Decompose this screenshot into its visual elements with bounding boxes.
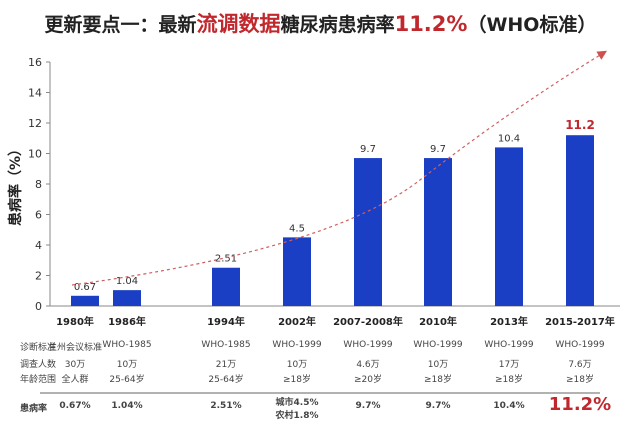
table-cell: 兰州会议标准 xyxy=(47,343,102,353)
table-cell: WHO-1999 xyxy=(555,340,605,350)
table-cell: 1.04% xyxy=(111,401,143,411)
table-cell: 9.7% xyxy=(355,401,381,411)
x-tick-label: 1986年 xyxy=(108,315,146,328)
table-cell: 0.67% xyxy=(59,401,91,411)
table-cell: ≥18岁 xyxy=(566,375,594,385)
y-tick-label: 8 xyxy=(35,178,42,191)
table-cell: 11.2% xyxy=(548,394,612,415)
y-tick-label: 4 xyxy=(35,239,42,252)
bar xyxy=(354,158,382,306)
data-label: 9.7 xyxy=(360,144,376,155)
table-row-label: 患病率 xyxy=(20,404,48,414)
bar xyxy=(495,147,523,306)
table-cell: ≥18岁 xyxy=(424,375,452,385)
y-axis-label: 患病率（%） xyxy=(7,142,24,226)
table-cell: 30万 xyxy=(64,360,86,370)
table-cell: ≥18岁 xyxy=(283,375,311,385)
table-cell: 10万 xyxy=(427,360,449,370)
y-tick-label: 16 xyxy=(28,56,42,69)
table-cell: WHO-1999 xyxy=(343,340,393,350)
table-cell: 17万 xyxy=(498,360,520,370)
title-text: 更新要点一：最新 xyxy=(44,14,197,36)
title-text: （WHO标准） xyxy=(467,14,597,36)
table-cell: 21万 xyxy=(215,360,237,370)
y-tick-label: 6 xyxy=(35,209,42,222)
table-cell: 10万 xyxy=(116,360,138,370)
title-text: 糖尿病患病率 xyxy=(280,14,395,36)
bar xyxy=(566,135,594,306)
data-label: 11.2 xyxy=(565,118,595,132)
data-label: 0.67 xyxy=(74,282,96,293)
table-cell: ≥20岁 xyxy=(354,375,382,385)
title-highlight-rate: 11.2% xyxy=(394,12,468,36)
data-label: 4.5 xyxy=(289,223,305,234)
bar xyxy=(424,158,452,306)
x-tick-label: 2015-2017年 xyxy=(545,315,615,328)
trend-line xyxy=(71,50,608,286)
y-tick-label: 12 xyxy=(28,117,42,130)
data-label: 1.04 xyxy=(116,276,138,287)
table-row-label: 年龄范围 xyxy=(20,375,57,385)
y-tick-label: 0 xyxy=(35,300,42,313)
table-row-label: 诊断标准 xyxy=(20,343,57,353)
slide-title: 更新要点一：最新流调数据糖尿病患病率11.2%（WHO标准） xyxy=(0,8,641,38)
table-cell: 城市4.5% 农村1.8% xyxy=(275,398,319,421)
table-cell: WHO-1999 xyxy=(413,340,463,350)
y-tick-label: 2 xyxy=(35,270,42,283)
data-label: 9.7 xyxy=(430,144,446,155)
y-tick-label: 14 xyxy=(28,87,42,100)
x-tick-label: 2007-2008年 xyxy=(333,315,403,328)
bar xyxy=(71,295,99,306)
x-tick-label: 1994年 xyxy=(207,315,245,328)
table-cell: 2.51% xyxy=(210,401,242,411)
table-cell: 10万 xyxy=(286,360,308,370)
table-cell: 9.7% xyxy=(425,401,451,411)
table-cell: WHO-1999 xyxy=(484,340,534,350)
y-tick-label: 10 xyxy=(28,148,42,161)
bar xyxy=(283,237,311,306)
x-tick-label: 2013年 xyxy=(490,315,528,328)
title-highlight: 流调数据 xyxy=(196,12,281,36)
table-cell: 全人群 xyxy=(61,375,89,385)
table-row-label: 调查人数 xyxy=(20,360,57,370)
table-cell: 4.6万 xyxy=(356,360,380,370)
data-label: 10.4 xyxy=(498,133,520,144)
table-cell: 25-64岁 xyxy=(208,375,244,385)
x-tick-label: 1980年 xyxy=(56,315,94,328)
table-cell: WHO-1985 xyxy=(201,340,251,350)
table-cell: 7.6万 xyxy=(568,360,592,370)
table-cell: WHO-1999 xyxy=(272,340,322,350)
x-tick-label: 2002年 xyxy=(278,315,316,328)
table-cell: ≥18岁 xyxy=(495,375,523,385)
x-tick-label: 2010年 xyxy=(419,315,457,328)
table-cell: 25-64岁 xyxy=(109,375,145,385)
bar xyxy=(212,267,240,306)
table-cell: WHO-1985 xyxy=(102,340,152,350)
table-cell: 10.4% xyxy=(493,401,525,411)
data-label: 2.51 xyxy=(215,254,237,265)
bar xyxy=(113,290,141,306)
